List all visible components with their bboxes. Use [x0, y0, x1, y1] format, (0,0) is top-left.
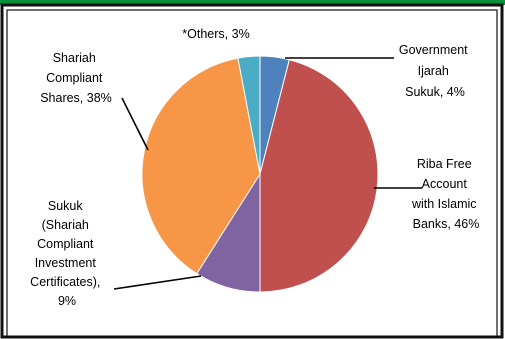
slice-label-riba-free-account: Riba Free Account with Islamic Banks, 46… — [411, 157, 480, 231]
leader-lines — [113, 57, 422, 290]
pie-slices — [141, 55, 379, 293]
slice-shariah-compliant-shares — [141, 57, 261, 275]
slice-others — [237, 55, 261, 175]
top-green-bar — [0, 0, 505, 5]
leader-sukuk-certificates — [113, 275, 202, 290]
slice-label-shariah-compliant-shares: Shariah Compliant Shares, 38% — [40, 51, 112, 105]
inner-border — [6, 9, 498, 338]
slice-label-sukuk-certificates: Sukuk (Shariah Compliant Investment Cert… — [30, 199, 104, 308]
leader-shariah-compliant-shares — [121, 97, 149, 151]
slice-label-others: *Others, 3% — [182, 27, 249, 41]
slice-label-government-ijarah-sukuk: Government Ijarah Sukuk, 4% — [399, 43, 471, 99]
